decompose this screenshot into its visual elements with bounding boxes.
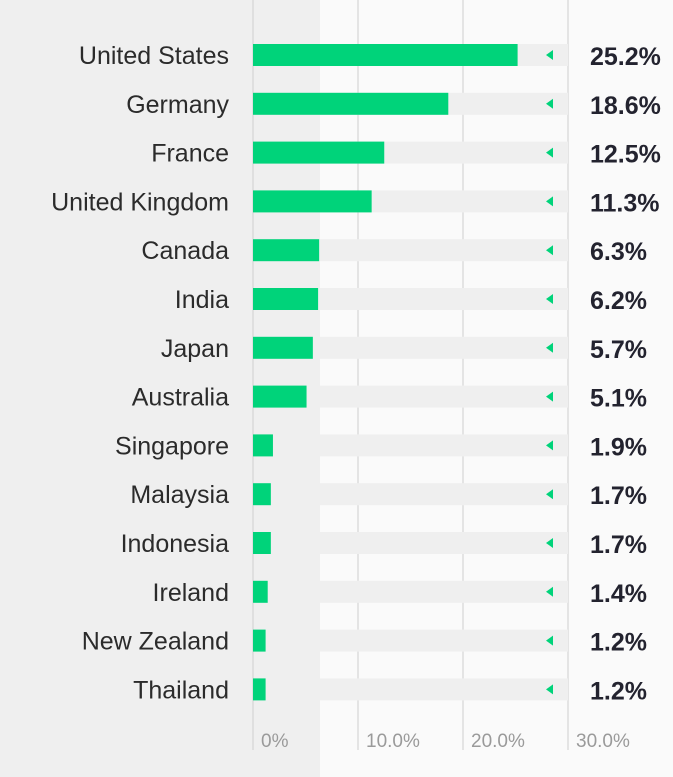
value-marker [546,342,553,353]
x-tick-label-10: 10.0% [366,731,420,752]
bar [253,92,449,115]
x-tick-label-20: 20.0% [471,731,525,752]
value-marker [546,98,553,109]
bar-track [253,580,568,603]
value-marker [546,245,553,256]
bar-track [253,288,568,310]
bar-track [253,629,568,652]
x-tick-label-0: 0% [261,731,289,752]
bar-track [253,678,568,701]
value-markers [546,50,553,695]
value-label: 6.2% [590,287,647,315]
category-label: Australia [132,384,229,412]
value-label: 1.9% [590,433,647,461]
bar [253,678,266,701]
value-label: 25.2% [590,43,661,71]
bar [253,580,268,603]
bar [253,141,385,164]
category-label: New Zealand [82,628,229,656]
value-label: 6.3% [590,238,647,266]
bar [253,44,518,66]
category-label: United Kingdom [51,188,229,216]
value-labels: 25.2% 18.6% 12.5% 11.3% 6.3% 6.2% 5.7% 5.1% 1.9%… [590,43,661,705]
value-label: 5.7% [590,336,647,364]
value-marker [546,684,553,695]
category-label: Germany [126,91,229,119]
category-label: Thailand [133,676,229,704]
bar [253,385,307,408]
category-label: India [175,286,229,314]
value-marker [546,440,553,451]
value-label: 12.5% [590,141,661,169]
value-marker [546,50,553,60]
bar [253,336,313,359]
x-tick-label-30: 30.0% [576,731,630,752]
category-label: Canada [141,237,229,265]
value-marker [546,586,553,597]
bar-track [253,336,568,359]
value-marker [546,147,553,158]
value-marker [546,196,553,207]
bar-track [253,434,568,457]
bar [253,434,273,457]
value-marker [546,489,553,500]
value-marker [546,635,553,646]
category-label: France [151,140,229,168]
bar [253,288,319,310]
bar [253,190,372,213]
bar-track [253,385,568,408]
bar [253,239,320,262]
value-label: 1.2% [590,629,647,657]
value-label: 5.1% [590,385,647,413]
bar-track [253,532,568,554]
value-marker [546,391,553,402]
value-label: 1.7% [590,482,647,510]
value-label: 18.6% [590,92,661,120]
bars [253,44,518,701]
category-labels: United States Germany France United Kingdom… [51,42,229,704]
bar [253,483,271,506]
value-marker [546,294,553,304]
value-label: 1.2% [590,677,647,705]
value-label: 1.7% [590,531,647,559]
category-label: Japan [161,335,229,363]
category-label: Ireland [153,579,229,607]
category-label: Indonesia [121,530,230,558]
x-axis-ticks: 0% 10.0% 20.0% 30.0% [261,731,630,752]
category-label: United States [79,42,229,70]
value-marker [546,538,553,548]
bar [253,629,266,652]
bar-track [253,239,568,262]
bar [253,532,271,554]
category-label: Singapore [115,432,229,460]
bar-track [253,483,568,506]
value-label: 1.4% [590,580,647,608]
gridlines [252,0,569,750]
value-label: 11.3% [590,189,660,217]
category-label: Malaysia [130,481,229,509]
